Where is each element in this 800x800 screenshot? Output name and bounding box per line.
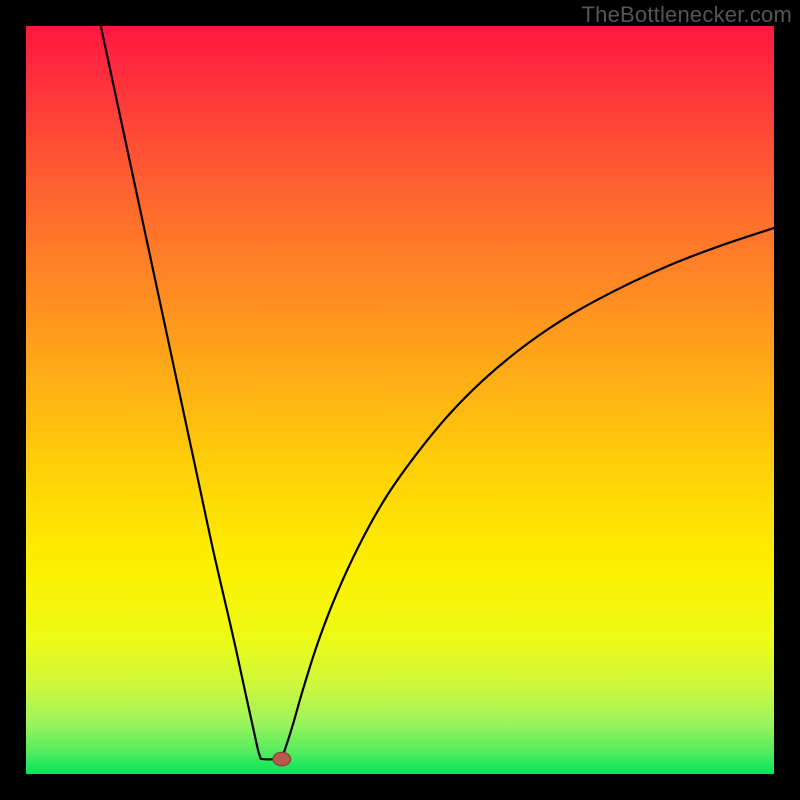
- plot-background: [26, 26, 774, 774]
- chart-container: TheBottlenecker.com: [0, 0, 800, 800]
- watermark-text: TheBottlenecker.com: [582, 2, 792, 28]
- chart-svg: [0, 0, 800, 800]
- optimal-point-marker: [273, 752, 291, 765]
